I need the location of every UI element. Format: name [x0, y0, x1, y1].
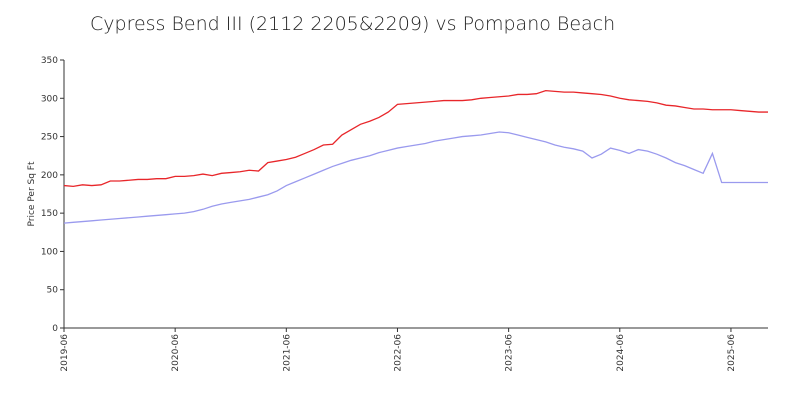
- y-tick-label: 350: [41, 56, 58, 66]
- y-tick-label: 100: [41, 247, 58, 257]
- x-tick-label: 2019-06: [60, 334, 70, 372]
- x-tick-label: 2020-06: [171, 334, 181, 372]
- y-tick-label: 50: [47, 286, 59, 296]
- x-tick-label: 2021-06: [282, 334, 292, 372]
- chart-title: Cypress Bend III (2112 2205&2209) vs Pom…: [90, 13, 615, 35]
- y-tick-label: 150: [41, 209, 58, 219]
- y-tick-label: 200: [41, 171, 58, 181]
- y-tick-label: 300: [41, 94, 58, 104]
- series-line: [63, 89, 768, 187]
- x-tick-label: 2025-06: [727, 334, 737, 372]
- x-tick-label: 2024-06: [616, 334, 626, 372]
- y-tick-label: 250: [41, 133, 58, 143]
- y-axis-label: Price Per Sq Ft: [27, 161, 37, 226]
- series-line: [63, 131, 768, 224]
- y-tick-label: 0: [52, 324, 58, 334]
- x-tick-label: 2022-06: [393, 334, 403, 372]
- x-tick-label: 2023-06: [505, 334, 515, 372]
